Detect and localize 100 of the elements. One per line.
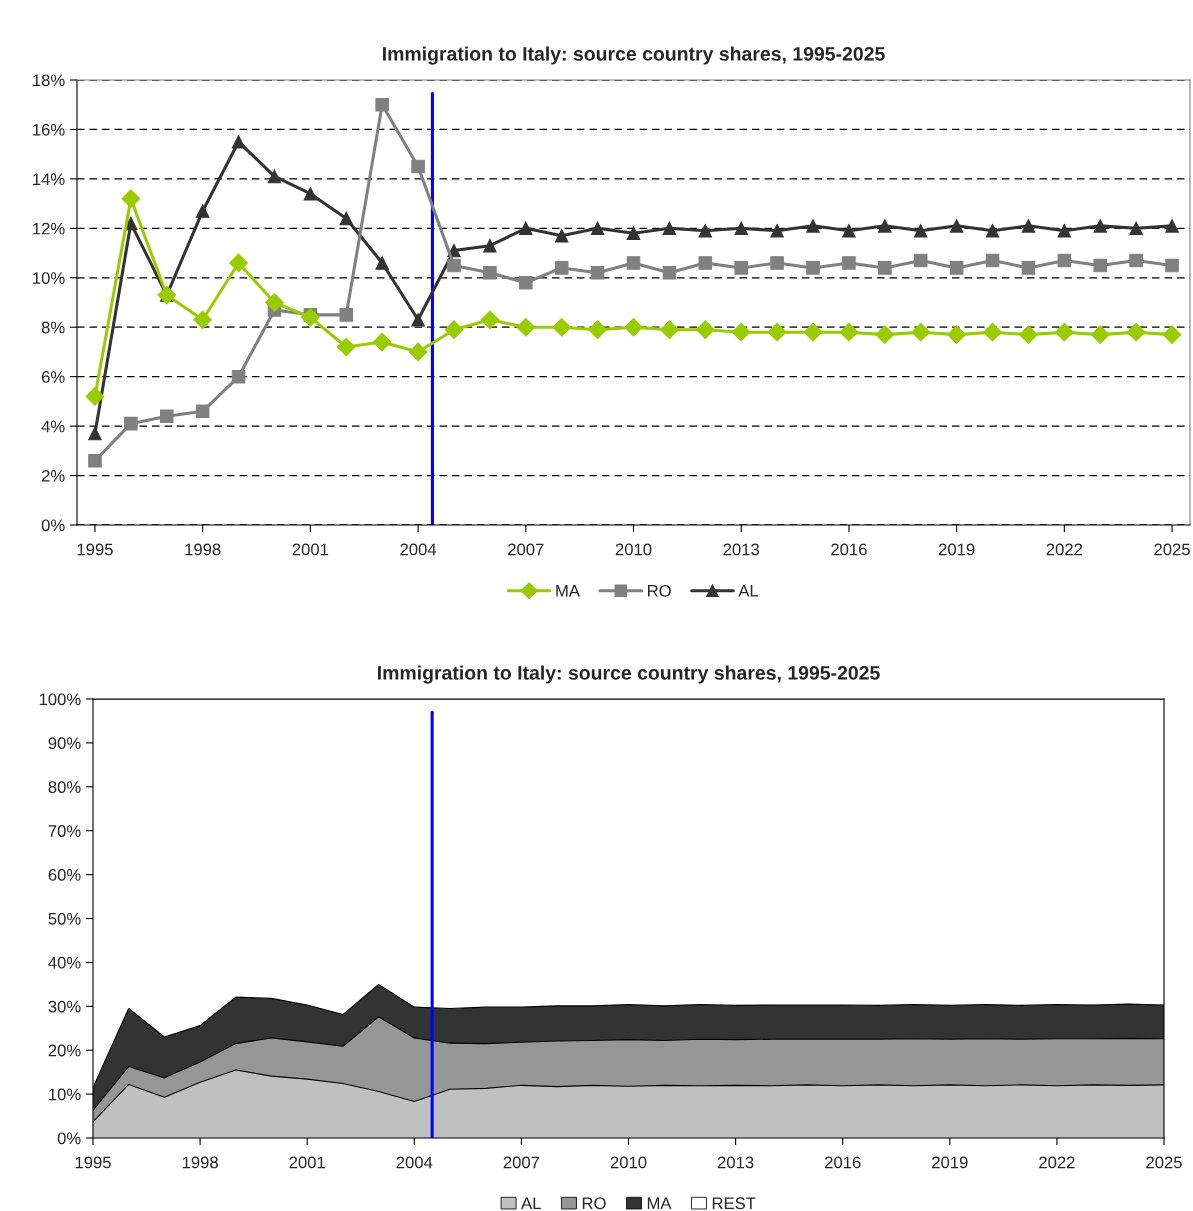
point bbox=[480, 310, 500, 330]
point bbox=[444, 320, 464, 340]
y-tick-label: 70% bbox=[48, 825, 81, 837]
point bbox=[1165, 219, 1179, 233]
point bbox=[1054, 322, 1074, 342]
point bbox=[662, 221, 677, 236]
y-tick-label: 12% bbox=[33, 222, 65, 235]
y-tick-label: 18% bbox=[33, 74, 65, 87]
x-tick-label: 2010 bbox=[615, 543, 652, 556]
y-tick-label: 10% bbox=[33, 272, 65, 284]
point bbox=[229, 253, 248, 273]
point bbox=[516, 317, 536, 337]
point bbox=[588, 320, 607, 340]
point bbox=[1129, 221, 1143, 236]
point bbox=[878, 261, 892, 275]
point bbox=[411, 159, 425, 174]
point bbox=[660, 320, 679, 340]
point bbox=[662, 266, 677, 280]
point bbox=[339, 308, 354, 322]
point bbox=[195, 204, 210, 218]
point bbox=[734, 221, 748, 236]
point bbox=[767, 322, 787, 342]
legend-label: MA bbox=[556, 585, 580, 597]
point bbox=[590, 221, 605, 236]
legend-label: MA bbox=[647, 1197, 672, 1209]
y-tick-label: 16% bbox=[33, 123, 65, 136]
point bbox=[1129, 253, 1143, 268]
point bbox=[985, 253, 1000, 268]
point bbox=[303, 186, 318, 201]
point bbox=[231, 135, 246, 149]
point bbox=[301, 307, 320, 327]
point bbox=[911, 322, 931, 342]
point bbox=[1093, 258, 1108, 273]
point bbox=[519, 221, 533, 236]
y-tick-label: 30% bbox=[48, 1000, 81, 1013]
x-tick-label: 2019 bbox=[938, 543, 975, 556]
x-tick-label: 2022 bbox=[1046, 543, 1083, 556]
point bbox=[554, 261, 569, 275]
chart-title: Immigration to Italy: source country shares, 1995-2025 bbox=[383, 46, 885, 65]
point bbox=[483, 238, 497, 253]
y-tick-label: 100% bbox=[39, 693, 81, 706]
point bbox=[408, 342, 428, 362]
point bbox=[731, 322, 751, 342]
point bbox=[949, 261, 964, 275]
y-tick-label: 20% bbox=[48, 1044, 81, 1057]
point bbox=[913, 224, 928, 238]
point bbox=[519, 275, 533, 290]
point bbox=[372, 332, 392, 352]
x-tick-label: 1995 bbox=[77, 543, 113, 556]
point bbox=[626, 256, 641, 270]
point bbox=[1021, 219, 1036, 233]
x-tick-label: 2013 bbox=[717, 1156, 754, 1169]
point bbox=[875, 325, 895, 344]
x-tick-label: 2016 bbox=[831, 543, 867, 556]
point bbox=[447, 258, 461, 273]
y-tick-label: 14% bbox=[33, 173, 65, 186]
point bbox=[842, 224, 856, 238]
point bbox=[554, 228, 569, 243]
point bbox=[1019, 325, 1038, 344]
point bbox=[698, 256, 713, 270]
y-tick-label: 10% bbox=[49, 1088, 81, 1101]
point bbox=[85, 387, 105, 406]
legend-label: AL bbox=[738, 585, 759, 597]
legend-label: RO bbox=[582, 1197, 606, 1210]
point bbox=[806, 219, 820, 233]
chart-title: Immigration to Italy: source country shares, 1995-2025 bbox=[378, 665, 880, 684]
point bbox=[698, 224, 713, 238]
point bbox=[1165, 258, 1179, 273]
x-tick-label: 2025 bbox=[1154, 543, 1190, 556]
point bbox=[411, 313, 425, 327]
point bbox=[88, 453, 102, 468]
point bbox=[770, 256, 784, 270]
point bbox=[734, 261, 748, 275]
y-tick-label: 80% bbox=[48, 781, 81, 793]
point bbox=[339, 211, 354, 226]
x-tick-label: 2019 bbox=[932, 1156, 968, 1169]
point bbox=[1162, 325, 1182, 344]
point bbox=[1090, 325, 1110, 344]
point bbox=[983, 322, 1002, 342]
point bbox=[193, 310, 213, 330]
point bbox=[624, 317, 643, 337]
point bbox=[1057, 224, 1072, 238]
point bbox=[121, 189, 141, 209]
point bbox=[483, 266, 497, 280]
x-tick-label: 2007 bbox=[503, 1156, 540, 1169]
point bbox=[590, 266, 605, 280]
y-tick-label: 4% bbox=[41, 420, 65, 433]
y-tick-label: 0% bbox=[41, 519, 65, 532]
point bbox=[806, 261, 820, 275]
legend-label: AL bbox=[521, 1197, 541, 1209]
point bbox=[1057, 253, 1072, 268]
point bbox=[839, 322, 859, 342]
point bbox=[803, 322, 823, 342]
y-tick-label: 6% bbox=[41, 371, 65, 383]
point bbox=[1021, 261, 1036, 275]
x-tick-label: 2013 bbox=[723, 543, 760, 556]
point bbox=[88, 426, 102, 441]
point bbox=[336, 337, 356, 357]
x-tick-label: 2010 bbox=[610, 1156, 647, 1169]
x-tick-label: 2001 bbox=[292, 543, 329, 556]
